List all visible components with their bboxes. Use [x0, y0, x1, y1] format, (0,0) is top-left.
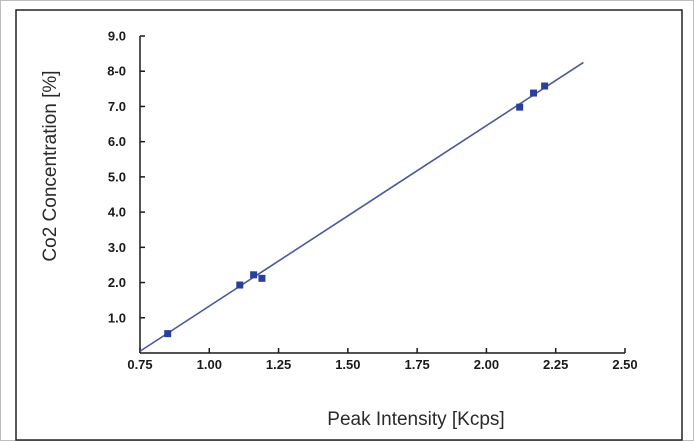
- data-point: [516, 103, 524, 111]
- data-point: [236, 281, 244, 289]
- x-tick-label: 2.50: [612, 357, 637, 372]
- x-tick-label: 2.00: [474, 357, 499, 372]
- x-tick-label: 0.75: [127, 357, 152, 372]
- x-tick-label: 1.50: [335, 357, 360, 372]
- y-tick-label: 6.0: [108, 134, 126, 149]
- y-tick-label: 1.0: [108, 310, 126, 325]
- data-point: [530, 89, 538, 97]
- x-tick-label: 1.00: [197, 357, 222, 372]
- chart-border: [15, 9, 683, 441]
- data-point: [258, 274, 266, 282]
- x-tick-label: 1.75: [404, 357, 429, 372]
- data-point: [250, 271, 258, 279]
- y-tick-label: 4.0: [108, 205, 126, 220]
- y-tick-label: 8-0: [107, 64, 126, 79]
- x-tick-label: 1.25: [266, 357, 291, 372]
- y-tick-label: 5.0: [108, 169, 126, 184]
- y-tick-label: 2.0: [108, 275, 126, 290]
- y-tick-label: 7.0: [108, 99, 126, 114]
- x-axis-title: Peak Intensity [Kcps]: [327, 409, 504, 430]
- data-point: [164, 330, 172, 338]
- data-point: [541, 82, 549, 90]
- y-tick-label: 3.0: [108, 240, 126, 255]
- fit-line: [139, 61, 584, 352]
- x-axis: 0.75 1.00 1.25 1.50 1.75 2.00 2.25 2.50: [127, 348, 638, 372]
- y-tick-label: 9.0: [108, 29, 126, 44]
- y-axis-title: Co2 Concentration [%]: [40, 70, 61, 261]
- plot-area: [139, 61, 584, 352]
- x-tick-label: 2.25: [543, 357, 568, 372]
- y-axis: 1.0 2.0 3.0 4.0 5.0 6.0 7.0 8-0 9.0: [107, 29, 145, 353]
